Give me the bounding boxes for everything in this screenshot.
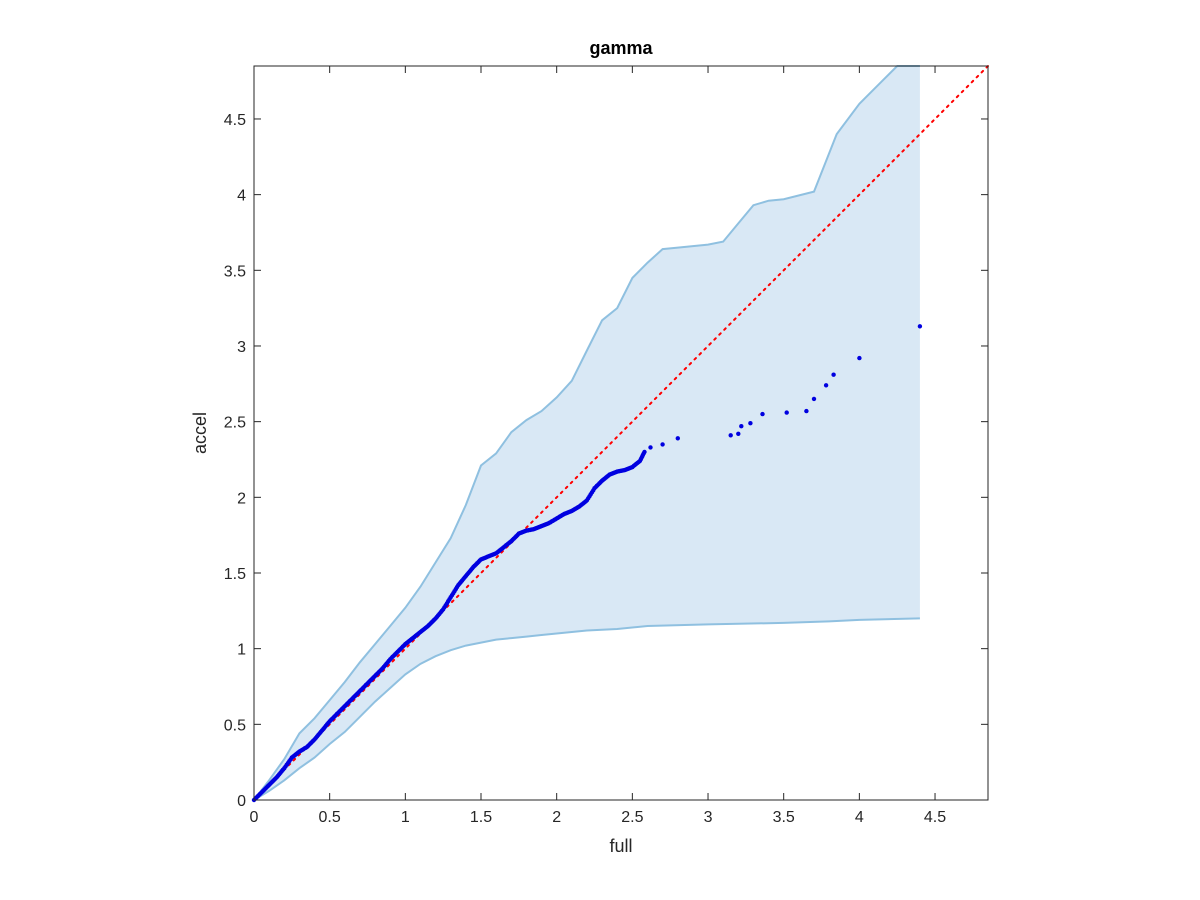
axes-box [253, 65, 989, 801]
data-point [748, 421, 753, 426]
reference-diagonal [253, 65, 989, 801]
y-tick-label: 2 [237, 490, 246, 507]
data-point [831, 372, 836, 377]
data-point [675, 436, 680, 441]
data-point [917, 324, 923, 329]
data-point [784, 410, 789, 415]
band-area [254, 66, 920, 800]
data-point [642, 449, 647, 455]
x-tick-label: 1 [401, 809, 410, 826]
chart-title: gamma [589, 38, 653, 58]
data-point [804, 408, 809, 414]
x-tick-label: 3.5 [773, 809, 795, 826]
reference-line [253, 65, 989, 801]
y-tick-label: 2.5 [224, 415, 246, 432]
x-axis-label: full [609, 836, 632, 856]
x-tick-label: 1.5 [470, 809, 492, 826]
x-tick-label: 3 [704, 809, 713, 826]
y-tick-label: 4.5 [224, 112, 246, 129]
x-tick-label: 2 [552, 809, 561, 826]
x-tick-label: 4.5 [924, 809, 946, 826]
data-point [736, 431, 741, 436]
data-point [760, 411, 765, 417]
data-point [660, 442, 665, 447]
data-point [648, 445, 653, 450]
x-tick-label: 0 [250, 809, 259, 826]
y-tick-label: 3 [237, 339, 246, 356]
y-tick-label: 3.5 [224, 263, 246, 280]
data-point [728, 433, 733, 438]
data-point [811, 396, 817, 402]
y-tick-label: 4 [237, 188, 246, 205]
y-tick-label: 0 [237, 793, 246, 810]
data-point [857, 355, 862, 361]
data-point [739, 424, 744, 429]
band-upper-edge [253, 65, 920, 801]
y-axis-label: accel [190, 412, 210, 454]
y-axis-ticks: 0 0.5 1 1.5 2 2.5 3 3.5 4 4.5 [224, 112, 988, 810]
x-tick-label: 0.5 [319, 809, 341, 826]
confidence-band [253, 65, 920, 801]
band-lower-edge [253, 617, 920, 801]
x-tick-label: 4 [855, 809, 864, 826]
x-tick-label: 2.5 [621, 809, 643, 826]
y-tick-label: 0.5 [224, 717, 246, 734]
y-tick-label: 1.5 [224, 566, 246, 583]
x-axis-ticks: 0 0.5 1 1.5 2 2.5 3 3.5 4 4.5 [250, 66, 946, 826]
data-points [251, 324, 923, 803]
data-point [823, 383, 829, 388]
y-tick-label: 1 [237, 642, 246, 659]
